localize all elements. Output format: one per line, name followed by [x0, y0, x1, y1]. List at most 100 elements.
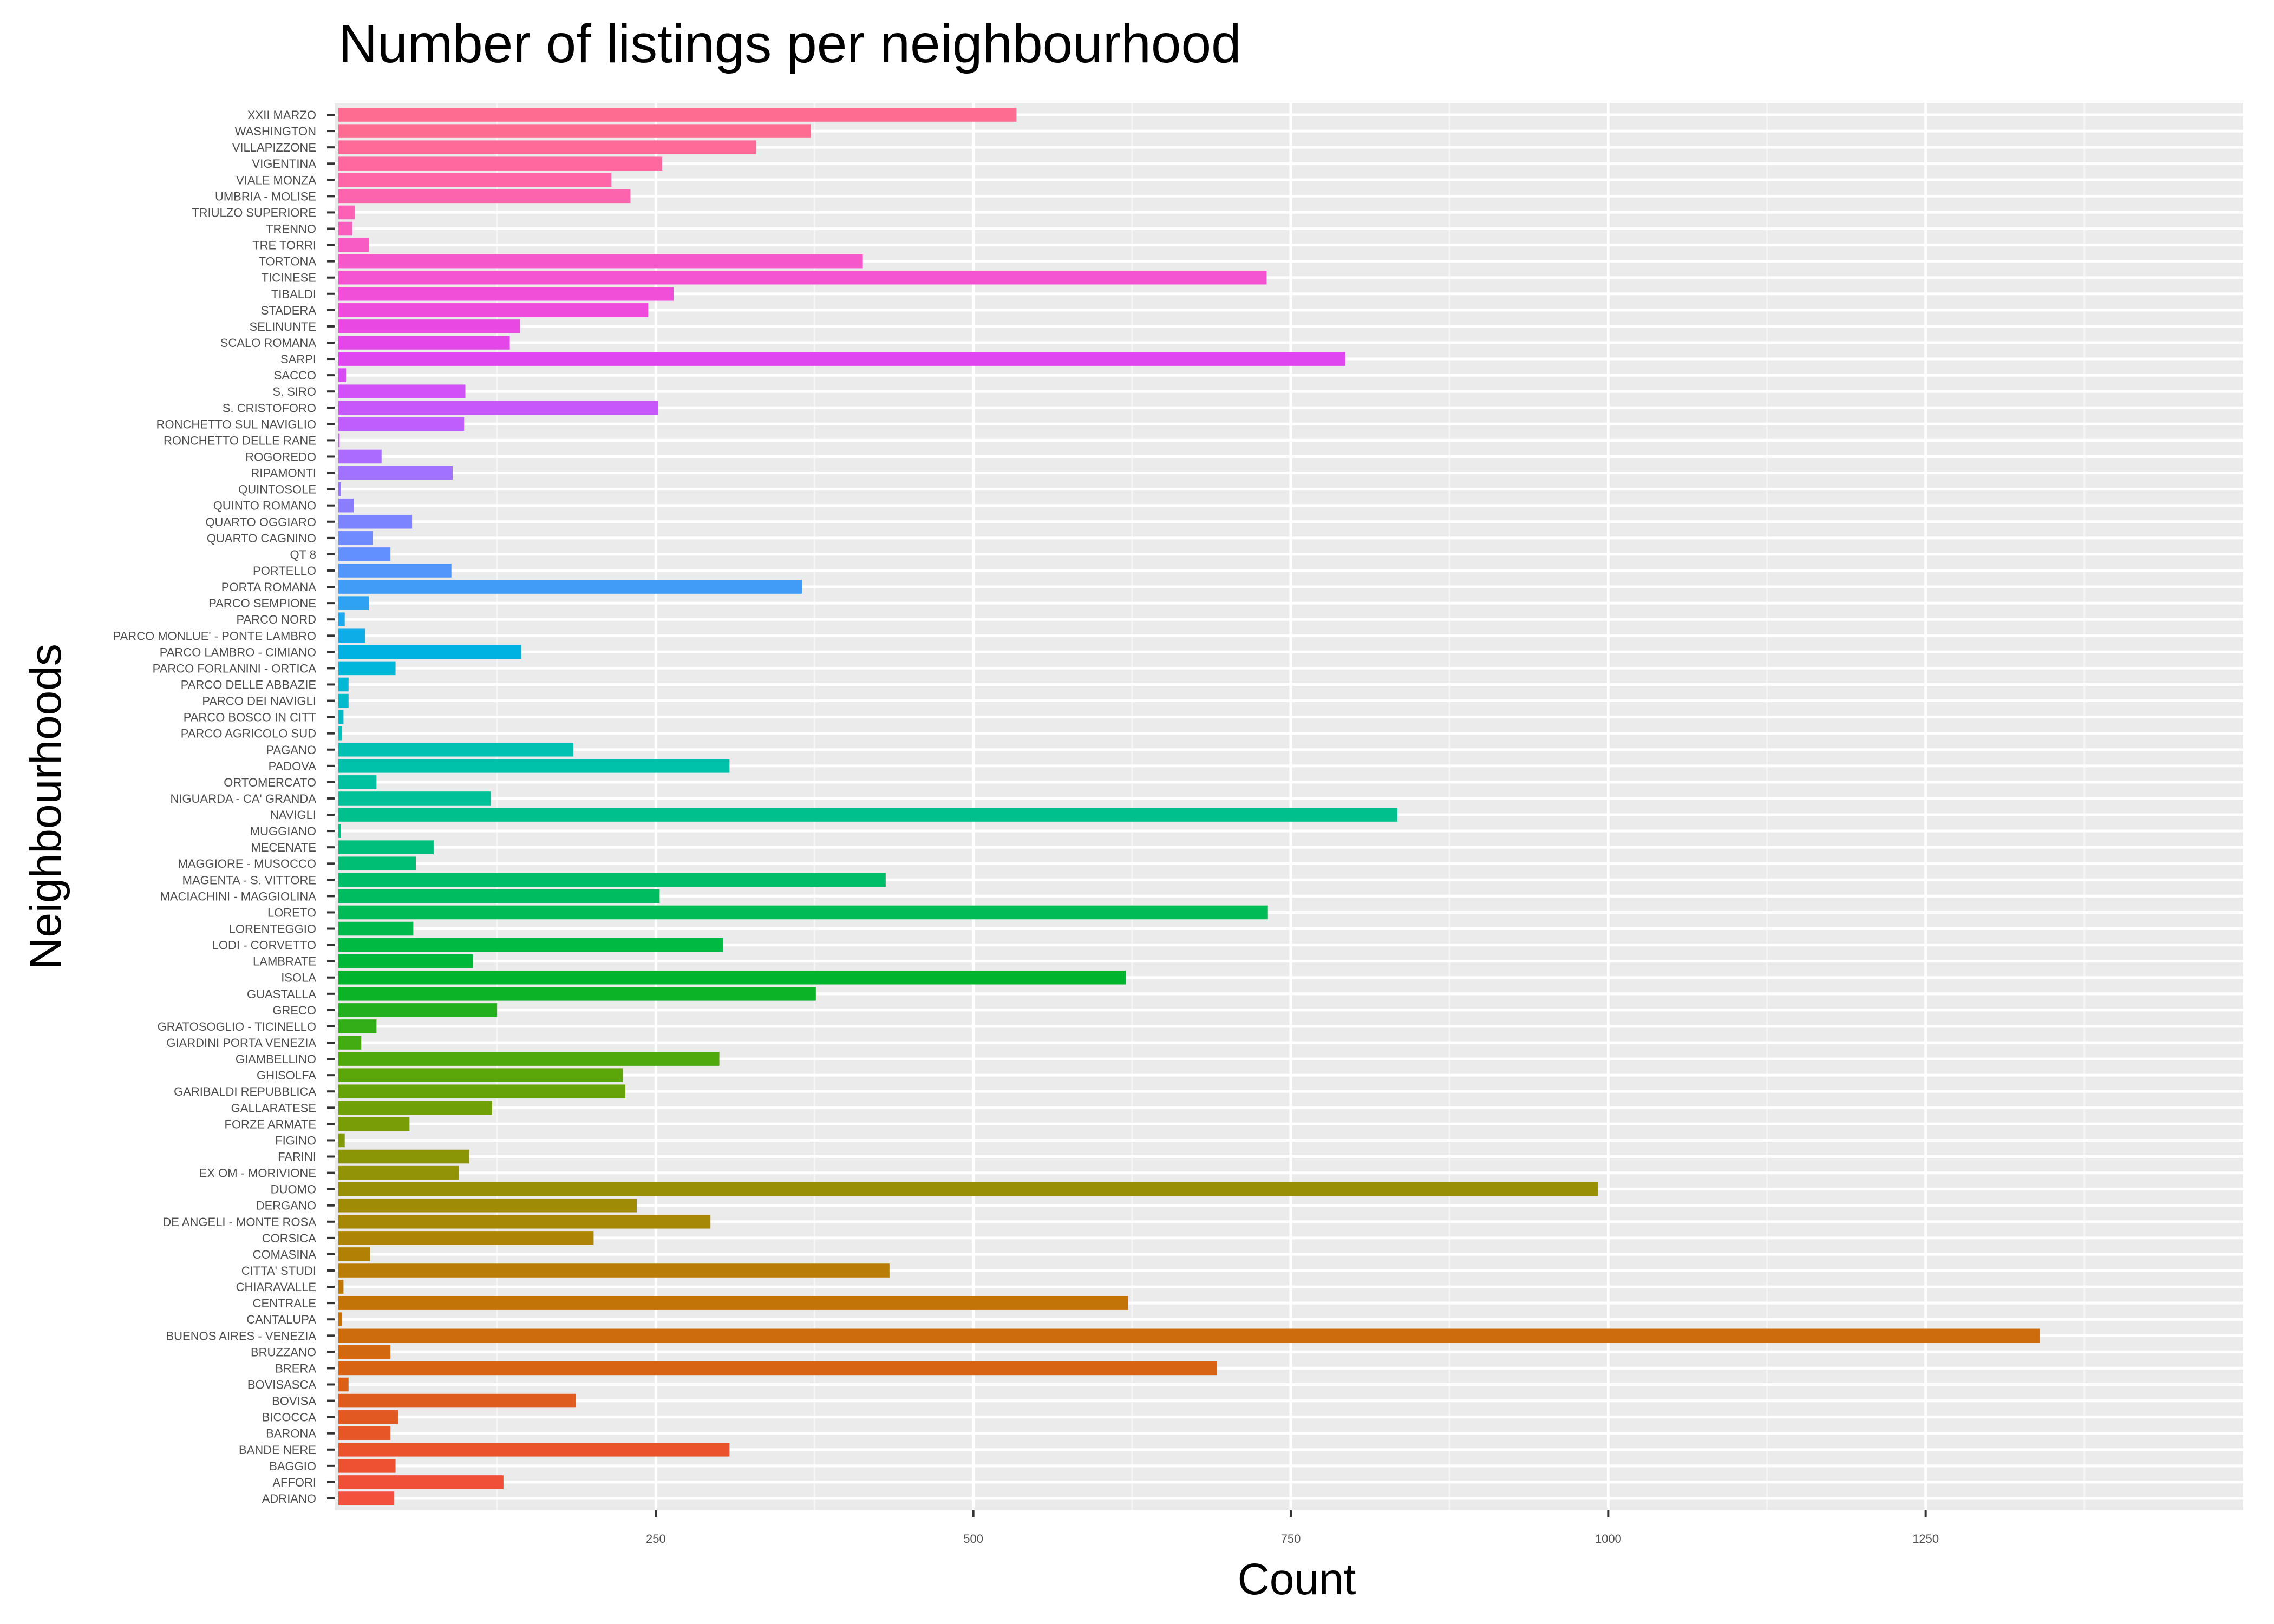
y-tick-label: LAMBRATE [253, 955, 316, 968]
y-tick-label: RONCHETTO SUL NAVIGLIO [156, 417, 316, 431]
y-axis-title: Neighbourhoods [21, 644, 70, 970]
bar [338, 1312, 343, 1327]
y-tick-label: AFFORI [272, 1476, 316, 1489]
bar [338, 612, 345, 626]
bar [338, 1328, 2040, 1343]
y-tick-label: GUASTALLA [247, 987, 316, 1001]
bar [338, 759, 730, 773]
y-tick-label: ISOLA [281, 971, 316, 985]
y-tick-label: PARCO FORLANINI - ORTICA [153, 662, 317, 675]
bar [338, 221, 352, 236]
y-tick-label: GALLARATESE [231, 1101, 316, 1115]
y-tick-label: RIPAMONTI [251, 467, 316, 480]
y-tick-label: PORTA ROMANA [221, 580, 317, 594]
y-tick-label: DERGANO [256, 1199, 316, 1213]
y-tick-label: EX OM - MORIVIONE [199, 1167, 316, 1180]
bar [338, 1052, 720, 1066]
y-tick-label: WASHINGTON [235, 125, 316, 138]
y-tick-label: NAVIGLI [270, 808, 316, 822]
y-tick-label: CITTA' STUDI [241, 1264, 316, 1278]
y-tick-label: MAGGIORE - MUSOCCO [178, 857, 316, 870]
y-tick-label: BOVISASCA [247, 1378, 316, 1392]
bar [338, 564, 452, 578]
x-tick-label: 500 [963, 1532, 983, 1546]
y-tick-label: PARCO DEI NAVIGLI [202, 695, 316, 708]
bar [338, 873, 886, 887]
y-tick-label: PARCO AGRICOLO SUD [181, 727, 316, 741]
y-tick-label: CANTALUPA [246, 1313, 316, 1326]
bar [338, 531, 373, 545]
y-tick-label: GIARDINI PORTA VENEZIA [166, 1036, 316, 1050]
y-tick-label: LORETO [267, 906, 316, 919]
y-tick-label: QUARTO OGGIARO [205, 515, 316, 529]
bar [338, 205, 355, 220]
y-tick-label: BRUZZANO [251, 1345, 316, 1359]
x-tick-label: 250 [646, 1532, 666, 1546]
y-tick-label: QUINTO ROMANO [213, 499, 316, 513]
y-tick-label: COMASINA [253, 1248, 317, 1261]
bar [338, 580, 802, 594]
bar [338, 433, 340, 448]
bar [338, 1361, 1217, 1376]
bar [338, 124, 811, 138]
y-tick-label: MUGGIANO [250, 824, 316, 838]
y-tick-label: GHISOLFA [257, 1069, 316, 1082]
bar [338, 1084, 626, 1099]
bar [338, 1345, 391, 1359]
bar [338, 1410, 398, 1424]
y-tick-label: QT 8 [290, 548, 316, 561]
bar [338, 938, 723, 952]
bar [338, 156, 663, 171]
bar [338, 921, 414, 936]
y-tick-label: PORTELLO [253, 564, 316, 578]
bar [338, 970, 1126, 985]
y-tick-label: TRIULZO SUPERIORE [192, 206, 316, 219]
bar [338, 1165, 459, 1180]
y-tick-label: PARCO MONLUE' - PONTE LAMBRO [113, 629, 316, 643]
y-tick-label: CHIARAVALLE [236, 1280, 316, 1294]
y-tick-label: TRENNO [266, 222, 316, 235]
y-tick-label: S. SIRO [272, 385, 316, 398]
y-tick-label: GRECO [272, 1004, 316, 1017]
y-tick-label: VILLAPIZZONE [232, 141, 316, 154]
bar [338, 1443, 730, 1457]
bar [338, 466, 453, 480]
bar [338, 1296, 1128, 1310]
bar [338, 482, 341, 496]
bar [338, 319, 520, 333]
bar [338, 596, 369, 610]
y-tick-label: BOVISA [272, 1394, 316, 1408]
bar [338, 840, 434, 854]
bar [338, 1263, 890, 1278]
bar [338, 710, 344, 724]
bar [338, 1149, 469, 1164]
y-tick-label: DUOMO [271, 1183, 316, 1196]
y-tick-label: FARINI [278, 1150, 316, 1164]
x-tick-label: 1250 [1912, 1532, 1939, 1546]
bar [338, 498, 354, 513]
y-tick-label: ROGOREDO [245, 450, 316, 463]
bar [338, 189, 631, 204]
bar [338, 286, 674, 301]
y-tick-label: PARCO LAMBRO - CIMIANO [160, 645, 316, 659]
bar [338, 661, 396, 676]
y-tick-label: STADERA [261, 304, 317, 317]
y-tick-label: BICOCCA [262, 1411, 317, 1424]
x-axis-title: Count [1238, 1555, 1356, 1604]
y-tick-label: DE ANGELI - MONTE ROSA [162, 1215, 316, 1229]
bar [338, 726, 343, 741]
y-tick-label: CENTRALE [253, 1296, 316, 1310]
bar [338, 889, 660, 903]
bar [338, 1182, 1598, 1196]
y-tick-label: BAGGIO [269, 1459, 316, 1473]
bar [338, 254, 863, 269]
y-tick-label: GIAMBELLINO [236, 1052, 316, 1066]
bar [338, 628, 365, 643]
y-tick-label: PAGANO [266, 743, 316, 757]
bar [338, 1247, 370, 1261]
bar [338, 238, 369, 252]
y-tick-label: CORSICA [262, 1232, 317, 1245]
bar [338, 1280, 344, 1294]
y-tick-label: MECENATE [251, 841, 316, 854]
